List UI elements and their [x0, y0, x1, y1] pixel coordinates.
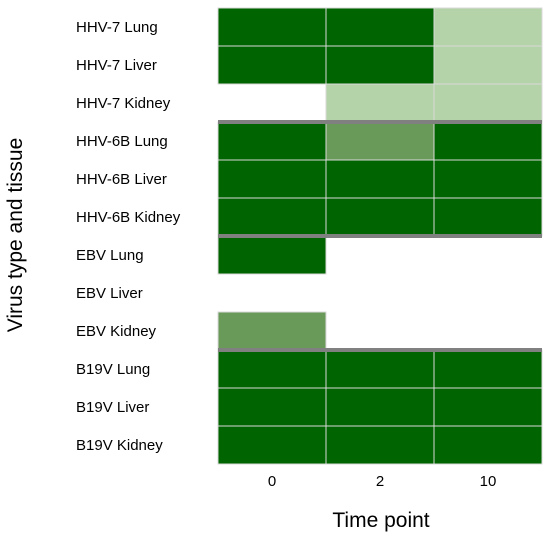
heatmap-cell: [217, 45, 327, 85]
x-tick-label: 2: [376, 473, 384, 490]
heatmap-cells: [217, 7, 543, 465]
y-tick-label: HHV-7 Lung: [76, 19, 158, 36]
group-separators: [218, 120, 542, 352]
y-tick-label: B19V Liver: [76, 399, 149, 416]
y-tick-label: HHV-6B Lung: [76, 133, 168, 150]
y-tick-label: EBV Lung: [76, 247, 144, 264]
heatmap-cell: [433, 425, 543, 465]
heatmap-cell: [217, 197, 327, 237]
y-tick-label: EBV Liver: [76, 285, 143, 302]
y-tick-label: HHV-6B Liver: [76, 171, 167, 188]
x-tick-labels: 0 2 10: [268, 473, 497, 490]
y-tick-label: HHV-6B Kidney: [76, 209, 181, 226]
heatmap-cell: [325, 349, 435, 389]
y-tick-label: B19V Kidney: [76, 437, 163, 454]
heatmap-cell: [217, 311, 327, 351]
heatmap-cell: [325, 121, 435, 161]
heatmap-cell: [325, 387, 435, 427]
heatmap-cell: [217, 235, 327, 275]
heatmap-cell: [433, 83, 543, 123]
heatmap-cell: [325, 197, 435, 237]
y-tick-label: HHV-7 Liver: [76, 57, 157, 74]
heatmap-cell: [433, 387, 543, 427]
heatmap-cell: [217, 7, 327, 47]
heatmap-cell: [325, 83, 435, 123]
heatmap-cell: [325, 425, 435, 465]
y-tick-labels: HHV-7 Lung HHV-7 Liver HHV-7 Kidney HHV-6B …: [76, 19, 181, 454]
y-tick-label: EBV Kidney: [76, 323, 157, 340]
heatmap-cell: [217, 425, 327, 465]
heatmap-cell: [433, 7, 543, 47]
y-tick-label: B19V Lung: [76, 361, 150, 378]
x-axis-title: Time point: [332, 509, 429, 532]
heatmap-cell: [217, 121, 327, 161]
heatmap-cell: [433, 45, 543, 85]
x-tick-label: 10: [480, 473, 497, 490]
heatmap-cell: [217, 349, 327, 389]
heatmap-cell: [217, 387, 327, 427]
y-tick-label: HHV-7 Kidney: [76, 95, 171, 112]
heatmap-cell: [433, 159, 543, 199]
heatmap-cell: [217, 159, 327, 199]
heatmap-cell: [325, 159, 435, 199]
heatmap-cell: [325, 7, 435, 47]
heatmap-cell: [433, 197, 543, 237]
x-tick-label: 0: [268, 473, 276, 490]
heatmap-cell: [325, 45, 435, 85]
heatmap-cell: [433, 349, 543, 389]
y-axis-title: Virus type and tissue: [4, 138, 27, 333]
heatmap-cell: [433, 121, 543, 161]
